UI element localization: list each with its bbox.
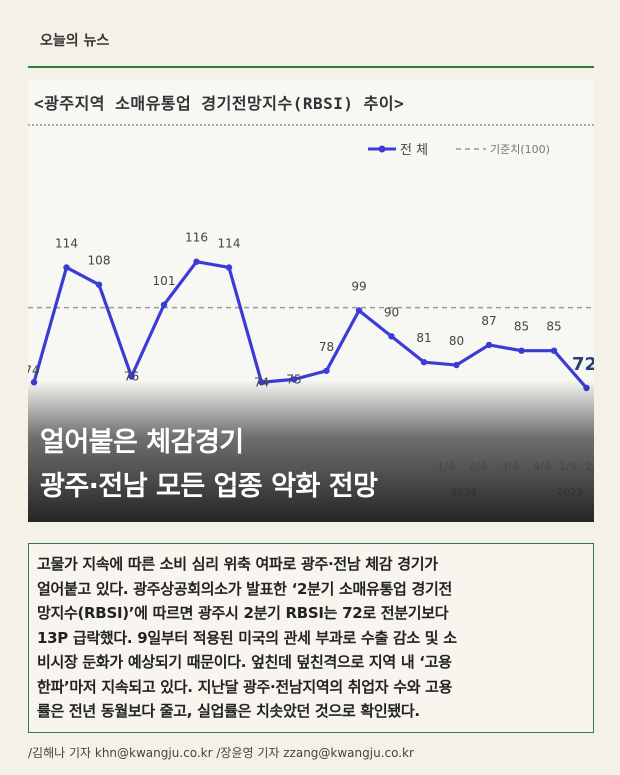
data-point [160,301,168,308]
chart-title: <광주지역 소매유통업 경기전망지수(RBSI) 추이> [34,94,405,113]
article-line: 고물가 지속에 따른 소비 심리 위축 여파로 광주·전남 체감 경기가 [37,555,438,573]
data-label: 72 [572,354,594,375]
article-line: 13P 급락했다. 9일부터 적용된 미국의 관세 부과로 수출 감소 및 소 [37,628,457,647]
data-label: 116 [185,231,208,245]
data-label: 80 [449,334,464,348]
data-label: 114 [218,236,241,250]
data-label: 99 [351,280,366,294]
data-point [420,358,428,366]
data-point [323,367,330,374]
article-line: 비시장 둔화가 예상되기 때문이다. 엎친데 덮친격으로 지역 내 ‘고용 [37,653,452,671]
data-label: 101 [153,274,176,288]
article-line: 얼어붙고 있다. 광주상공회의소가 발표한 ‘2분기 소매유통업 경기전 [37,579,452,598]
data-label: 87 [481,314,496,328]
article-line: 률은 전년 동월보다 줄고, 실업률은 치솟았던 것으로 확인됐다. [37,702,420,720]
data-point [453,361,460,369]
headline-line-2: 광주·전남 모든 업종 악화 전망 [40,471,378,502]
data-label: 85 [514,320,529,334]
legend-series-marker [378,145,386,153]
data-point [225,264,233,271]
header-divider [28,66,594,68]
data-point [550,347,558,354]
data-point [95,281,103,288]
headline-line-1: 얼어붙은 체감경기 [40,427,244,458]
data-point [63,264,70,271]
data-label: 90 [384,305,399,319]
legend-reference-label: 기준치(100) [490,143,550,156]
data-point [388,333,395,340]
data-label: 74 [28,363,40,377]
chart-top-divider [28,124,594,126]
headline-overlay [28,380,594,522]
data-point [518,347,525,354]
legend-series-label: 전 체 [400,143,428,158]
series-line [32,260,588,390]
data-label: 114 [55,236,78,250]
data-point [355,307,363,314]
data-label: 85 [546,320,561,334]
data-point [128,373,135,380]
data-label: 81 [416,331,431,345]
data-point [485,341,493,349]
data-label: 108 [88,254,111,268]
reporter-credit: /김해나 기자 khn@kwangju.co.kr /장윤영 기자 zzang@… [28,746,414,760]
article-line: 한파’마저 지속되고 있다. 지난달 광주·전남지역의 취업자 수와 고용 [37,677,453,696]
data-label: 78 [319,340,334,354]
section-title: 오늘의 뉴스 [40,33,110,49]
data-point [193,258,200,265]
article-line: 망지수(RBSI)’에 따르면 광주시 2분기 RBSI는 72로 전분기보다 [37,604,449,622]
news-card[interactable]: <광주지역 소매유통업 경기전망지수(RBSI) 추이> 전 체 기준치(100)… [28,80,594,522]
